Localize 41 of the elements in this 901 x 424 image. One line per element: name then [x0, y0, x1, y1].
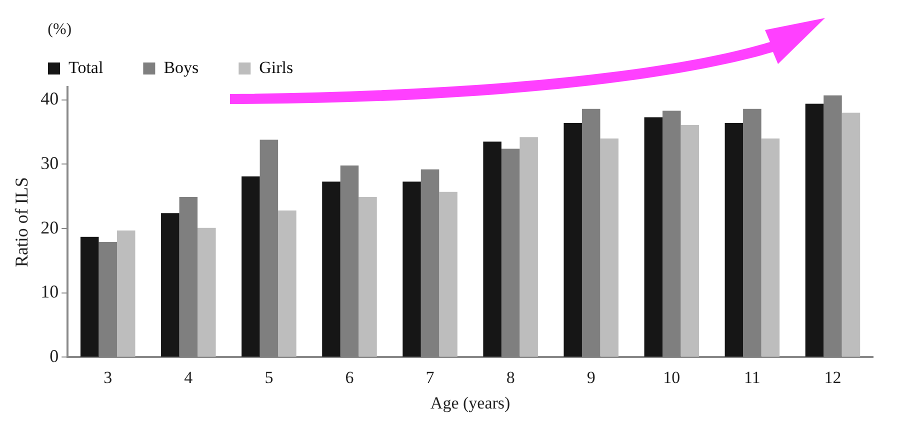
y-tick-label: 30	[40, 152, 59, 173]
x-axis-title: Age (years)	[430, 393, 510, 412]
bar	[242, 176, 260, 357]
bar	[724, 123, 744, 357]
bar	[564, 123, 582, 357]
bar	[439, 192, 458, 357]
x-tick-label: 6	[345, 368, 354, 387]
y-axis-title: Ratio of ILS	[12, 177, 32, 268]
x-tick-label: 12	[824, 368, 842, 387]
y-tick-label: 10	[40, 282, 59, 302]
x-tick-label: 5	[264, 368, 274, 387]
x-tick-label: 11	[744, 368, 760, 387]
bar	[805, 104, 824, 357]
bar	[644, 117, 663, 357]
bar	[761, 138, 780, 357]
bar	[358, 197, 377, 357]
legend-label: Girls	[259, 58, 294, 77]
x-tick-label: 7	[426, 368, 435, 387]
bar	[600, 138, 618, 357]
bar	[161, 213, 180, 357]
bar	[842, 112, 860, 357]
legend-label: Total	[68, 58, 104, 77]
bar	[322, 182, 340, 357]
bar	[402, 182, 421, 357]
x-tick-label: 4	[184, 368, 194, 387]
legend-label: Boys	[164, 58, 199, 77]
x-tick-label: 9	[586, 368, 596, 387]
y-tick-label: 20	[40, 217, 59, 238]
x-tick-label: 8	[506, 368, 515, 387]
y-tick-label: 0	[50, 346, 59, 366]
bar	[278, 210, 296, 357]
x-tick-label: 3	[104, 368, 112, 387]
bar	[483, 142, 502, 357]
bar	[80, 236, 99, 357]
x-tick-label: 10	[663, 368, 680, 387]
bar	[520, 137, 538, 357]
bar	[198, 228, 216, 357]
bar	[117, 230, 136, 357]
y-tick-label: 40	[40, 88, 59, 109]
text: (%)	[48, 21, 72, 38]
bar	[680, 124, 700, 357]
